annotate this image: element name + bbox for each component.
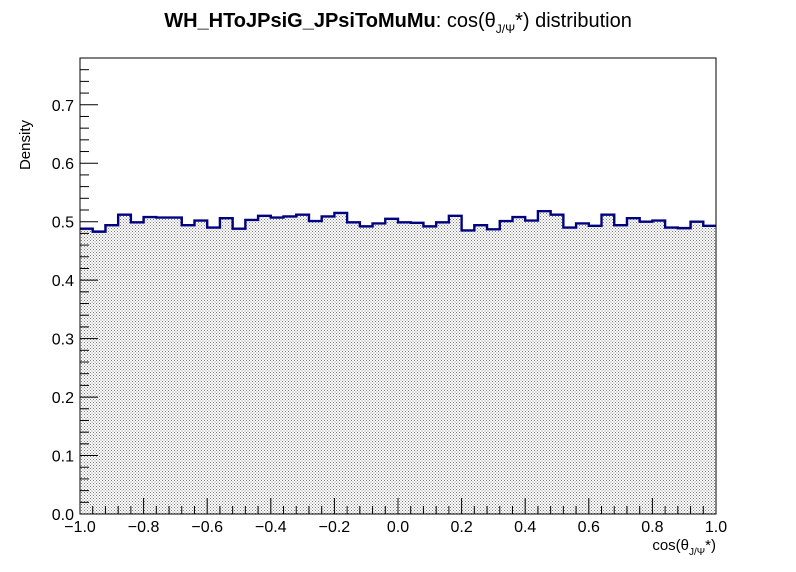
histogram-bin — [118, 215, 131, 514]
y-tick-label: 0.6 — [52, 156, 74, 173]
histogram-bin — [436, 222, 449, 514]
chart-title-prefix: : cos(θ — [436, 10, 496, 32]
y-tick-label: 0.7 — [52, 98, 74, 115]
histogram-bin — [131, 222, 144, 514]
histogram-bin — [614, 225, 627, 514]
histogram-bin — [182, 225, 195, 514]
histogram-bin — [512, 217, 525, 514]
histogram-bin — [538, 211, 551, 514]
histogram-bin — [322, 216, 335, 514]
histogram-bin — [284, 216, 297, 514]
histogram-bin — [449, 216, 462, 514]
histogram-bin — [144, 217, 157, 514]
x-tick-label: 0.6 — [578, 519, 600, 536]
x-tick-label: −0.8 — [128, 519, 160, 536]
x-tick-label: −0.4 — [255, 519, 287, 536]
chart-title-suffix: *) distribution — [515, 10, 632, 32]
histogram-bin — [563, 228, 576, 514]
histogram-bin — [80, 229, 93, 514]
y-tick-label: 0.4 — [52, 273, 74, 290]
chart-title-subscript: J/Ψ — [496, 22, 515, 36]
histogram-fill — [80, 211, 716, 514]
histogram-bin — [156, 218, 169, 514]
chart-title-bold: WH_HToJPsiG_JPsiToMuMu — [164, 10, 436, 32]
histogram-bin — [602, 215, 615, 514]
histogram-bin — [233, 229, 246, 514]
x-axis-title-suffix: *) — [705, 537, 716, 554]
histogram-bin — [576, 223, 589, 514]
histogram-bin — [309, 221, 322, 514]
histogram-bin — [258, 216, 271, 514]
histogram-bin — [194, 221, 207, 514]
histogram-bin — [665, 228, 678, 514]
histogram-bin — [385, 219, 398, 514]
histogram-bin — [398, 222, 411, 514]
histogram-line — [80, 209, 716, 233]
histogram-bin — [245, 220, 258, 514]
x-tick-label: 1.0 — [705, 519, 727, 536]
y-tick-label: 0.5 — [52, 215, 74, 232]
y-tick-label: 0.0 — [52, 507, 74, 524]
x-tick-label: −0.2 — [319, 519, 351, 536]
histogram-bin — [334, 213, 347, 514]
histogram-bin — [678, 228, 691, 514]
histogram-bin — [347, 222, 360, 514]
x-axis-title-prefix: cos(θ — [652, 537, 689, 554]
histogram-bin — [169, 218, 182, 514]
histogram-bin — [423, 226, 436, 514]
x-axis-title-subscript: J/Ψ — [689, 547, 705, 558]
y-axis-title: Density — [17, 120, 34, 171]
x-tick-label: 0.4 — [514, 519, 536, 536]
histogram-bin — [462, 230, 475, 514]
histogram-bin — [411, 223, 424, 514]
histogram-bin — [487, 229, 500, 514]
histogram-bin — [296, 215, 309, 514]
histogram-bin — [500, 221, 513, 514]
y-tick-label: 0.2 — [52, 390, 74, 407]
histogram-bin — [652, 221, 665, 514]
histogram-bin — [93, 232, 106, 514]
x-tick-label: −1.0 — [64, 519, 96, 536]
plot-area: −1.0 −0.8 −0.6 −0.4 −0.2 0.0 0.2 0.4 0.6 0.8 1.0 0.… — [52, 57, 727, 536]
histogram-bin — [474, 225, 487, 514]
histogram-bin — [640, 222, 653, 514]
histogram-bin — [703, 226, 716, 514]
histogram-bin — [589, 226, 602, 514]
x-axis-title: cos(θJ/Ψ*) — [652, 537, 716, 558]
chart-title: WH_HToJPsiG_JPsiToMuMu: cos(θJ/Ψ*) distr… — [164, 10, 632, 36]
histogram-bin — [220, 218, 233, 514]
x-tick-label: 0.2 — [450, 519, 472, 536]
histogram-bin — [373, 223, 386, 514]
histogram-bin — [207, 228, 220, 514]
histogram-bin — [271, 218, 284, 514]
x-tick-label: 0.8 — [641, 519, 663, 536]
y-tick-label: 0.1 — [52, 449, 74, 466]
x-tick-label: 0.0 — [387, 519, 409, 536]
histogram-bin — [360, 226, 373, 514]
histogram-bin — [691, 222, 704, 514]
x-tick-label: −0.6 — [191, 519, 223, 536]
histogram-bin — [105, 225, 118, 514]
histogram-bin — [551, 215, 564, 514]
histogram-bin — [525, 221, 538, 514]
histogram-bin — [627, 218, 640, 514]
y-tick-label: 0.3 — [52, 332, 74, 349]
